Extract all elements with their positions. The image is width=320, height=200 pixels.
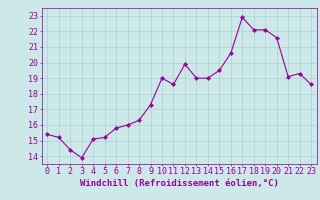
X-axis label: Windchill (Refroidissement éolien,°C): Windchill (Refroidissement éolien,°C)	[80, 179, 279, 188]
